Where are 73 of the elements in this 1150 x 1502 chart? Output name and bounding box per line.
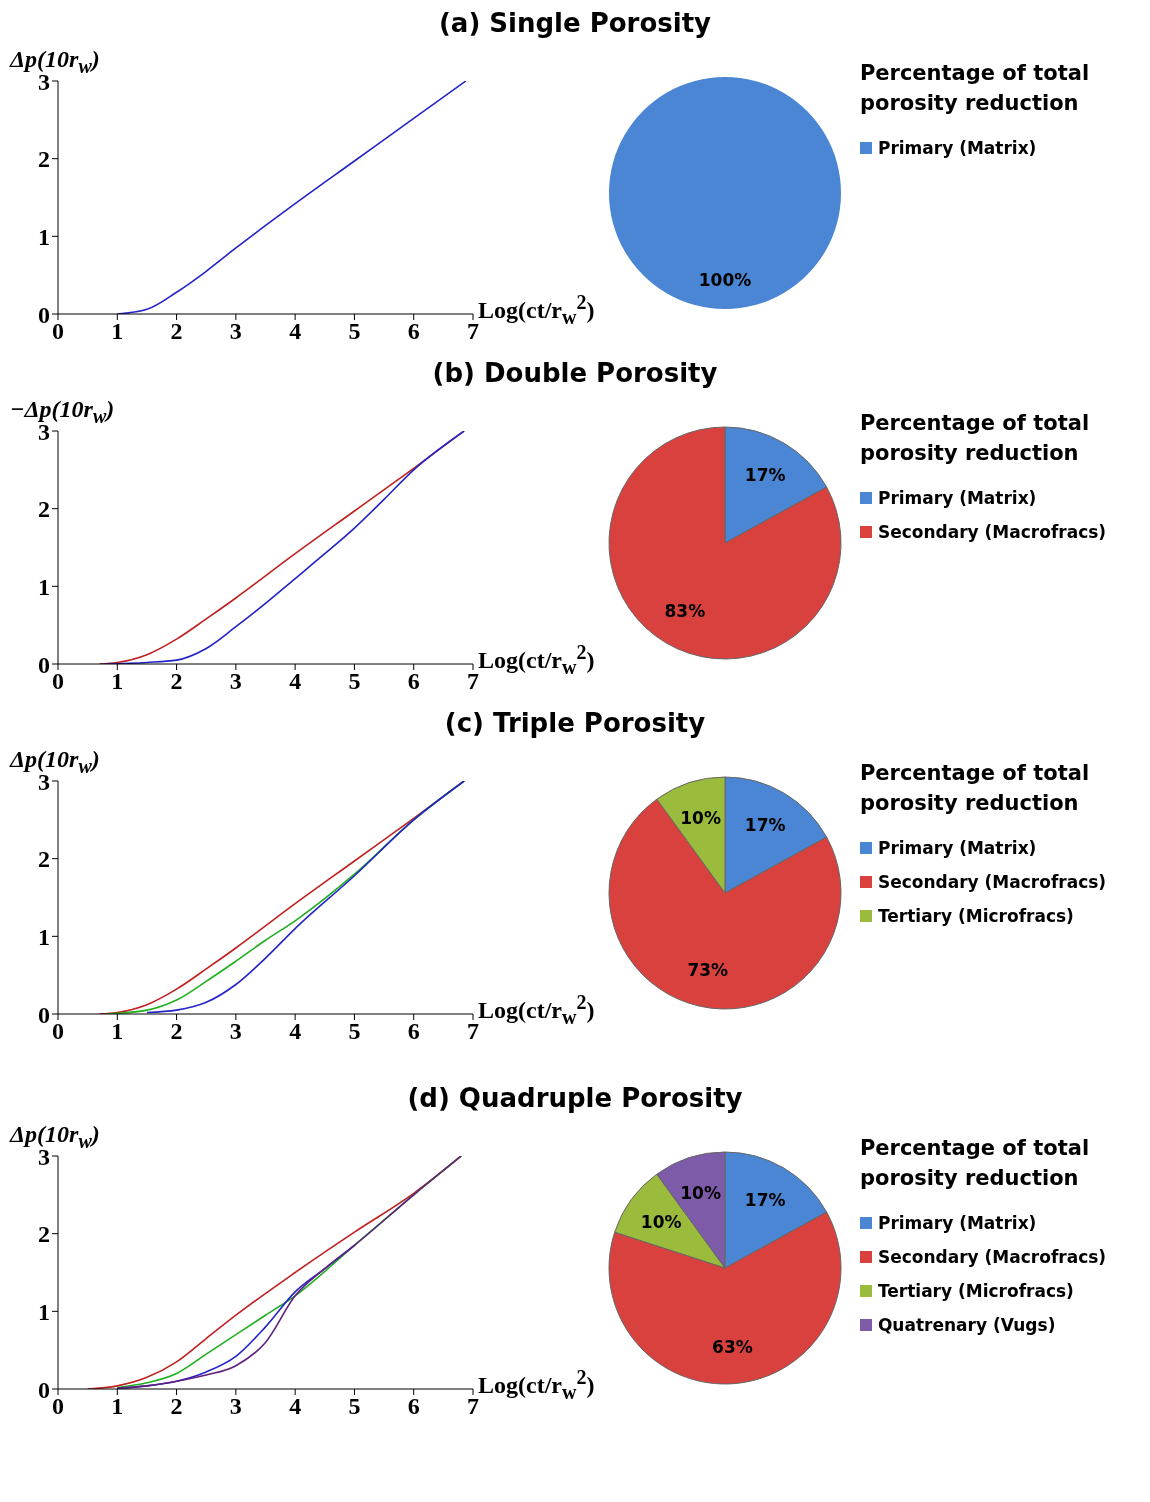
legend-label: Tertiary (Microfracs) xyxy=(877,906,1074,926)
y-tick-label: 1 xyxy=(38,923,50,950)
x-tick-label: 1 xyxy=(111,1393,124,1420)
legend-label: Tertiary (Microfracs) xyxy=(877,1281,1074,1301)
legend-label: Secondary (Macrofracs) xyxy=(877,522,1107,542)
x-tick-label: 3 xyxy=(229,668,242,695)
x-tick-label: 2 xyxy=(170,1393,183,1420)
y-tick-label: 1 xyxy=(38,1298,50,1325)
legend-label: Secondary (Macrofracs) xyxy=(877,872,1107,892)
data-label: 83% xyxy=(664,600,706,621)
data-label: 17% xyxy=(744,1190,786,1211)
x-tick-label: 3 xyxy=(229,318,242,345)
y-tick-label: 0 xyxy=(38,301,50,328)
x-tick-label: 6 xyxy=(407,668,420,695)
data-label: 63% xyxy=(711,1336,753,1357)
y-tick-label: 1 xyxy=(38,573,50,600)
y-tick-label: 2 xyxy=(38,1221,50,1248)
x-tick-label: 1 xyxy=(111,668,124,695)
x-tick-label: 6 xyxy=(407,318,420,345)
y-tick-label: 0 xyxy=(38,651,50,678)
x-tick-label: 3 xyxy=(229,1018,242,1045)
text: (c) Triple Porosity xyxy=(443,708,707,738)
x-tick-label: 2 xyxy=(170,318,183,345)
x-tick-label: 5 xyxy=(348,1018,361,1045)
x-tick-label: 4 xyxy=(289,318,302,345)
x-tick-label: 7 xyxy=(467,1393,479,1420)
y-tick-label: 2 xyxy=(38,846,50,873)
x-tick-label: 4 xyxy=(289,1018,302,1045)
x-tick-label: 5 xyxy=(348,318,361,345)
legend-label: Secondary (Macrofracs) xyxy=(877,1247,1107,1267)
data-label: 10% xyxy=(640,1211,682,1232)
data-label: 100% xyxy=(698,270,752,290)
text: (d) Quadruple Porosity xyxy=(406,1083,744,1113)
x-tick-label: 7 xyxy=(467,668,479,695)
legend-label: Primary (Matrix) xyxy=(877,488,1037,508)
x-tick-label: 7 xyxy=(467,318,479,345)
legend-title: Percentage of total porosity reduction xyxy=(859,1135,1091,1192)
x-tick-label: 6 xyxy=(407,1393,420,1420)
data-label: 73% xyxy=(687,959,729,980)
x-tick-label: 5 xyxy=(348,1393,361,1420)
y-tick-label: 2 xyxy=(38,146,50,173)
x-axis-title: Log(ct/r$_{w}$$^{2}$) xyxy=(478,291,595,328)
y-tick-label: 0 xyxy=(38,1376,50,1403)
x-tick-label: 2 xyxy=(170,1018,183,1045)
legend-title: Percentage of total porosity reduction xyxy=(859,60,1091,117)
x-tick-label: 3 xyxy=(229,1393,242,1420)
x-axis-title: Log(ct/r$_{w}$$^{2}$) xyxy=(478,991,595,1028)
pie-slice xyxy=(608,426,842,660)
data-label: 10% xyxy=(680,1182,721,1203)
x-tick-label: 6 xyxy=(407,1018,420,1045)
x-tick-label: 4 xyxy=(289,1393,302,1420)
x-tick-label: 1 xyxy=(111,1018,124,1045)
x-tick-label: 7 xyxy=(467,1018,479,1045)
legend-label: Quatrenary (Vugs) xyxy=(877,1315,1056,1335)
data-label: 17% xyxy=(744,815,786,836)
data-label: 17% xyxy=(744,465,786,486)
x-axis-title: Log(ct/r$_{w}$$^{2}$) xyxy=(478,641,595,678)
text: (a) Single Porosity xyxy=(437,8,713,38)
legend-title: Percentage of total porosity reduction xyxy=(859,760,1091,817)
y-tick-label: 1 xyxy=(38,223,50,250)
data-label: 10% xyxy=(680,807,721,828)
x-tick-label: 5 xyxy=(348,668,361,695)
legend-title: Percentage of total porosity reduction xyxy=(859,410,1091,467)
x-axis-title: Log(ct/r$_{w}$$^{2}$) xyxy=(478,1366,595,1403)
x-tick-label: 4 xyxy=(289,668,302,695)
y-tick-label: 2 xyxy=(38,496,50,523)
x-tick-label: 1 xyxy=(111,318,124,345)
x-tick-label: 2 xyxy=(170,668,183,695)
text: (b) Double Porosity xyxy=(431,358,719,388)
legend-label: Primary (Matrix) xyxy=(877,838,1037,858)
y-tick-label: 0 xyxy=(38,1001,50,1028)
legend-label: Primary (Matrix) xyxy=(877,1213,1037,1233)
legend-label: Primary (Matrix) xyxy=(877,138,1037,158)
